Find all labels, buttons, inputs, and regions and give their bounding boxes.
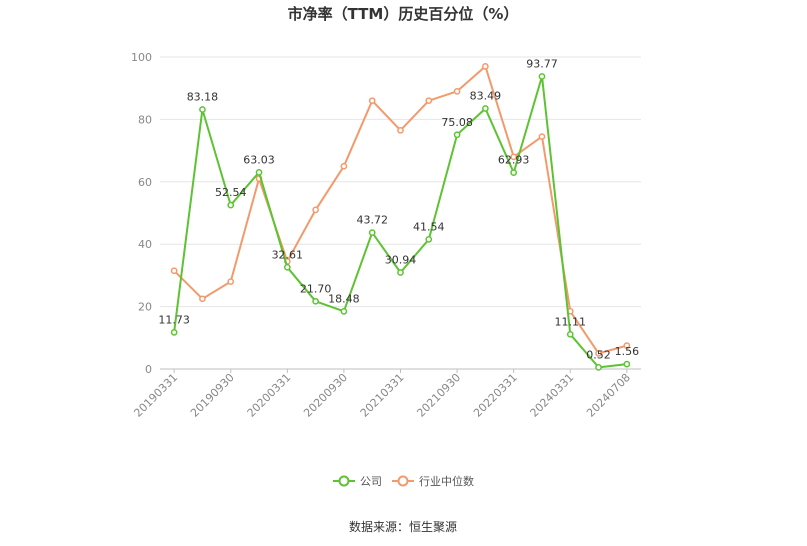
chart-title: 市净率（TTM）历史百分位（%） — [288, 5, 519, 23]
y-tick-label: 40 — [138, 238, 152, 251]
data-point — [566, 330, 574, 338]
data-label: 41.54 — [413, 220, 445, 233]
x-tick-label: 20200331 — [245, 371, 294, 420]
data-point — [397, 269, 404, 276]
data-label: 43.72 — [356, 214, 388, 227]
legend-item-1[interactable]: 行业中位数 — [392, 474, 474, 488]
data-point — [425, 97, 433, 105]
source-text: 数据来源：恒生聚源 — [349, 519, 457, 534]
data-point — [227, 201, 235, 209]
data-point — [538, 73, 546, 80]
data-point — [595, 350, 602, 357]
y-tick-label: 60 — [138, 176, 152, 189]
data-point — [170, 329, 178, 336]
data-label: 1.56 — [615, 345, 640, 358]
data-point — [340, 307, 348, 315]
x-tick-label: 20210930 — [414, 371, 463, 420]
data-label: 18.48 — [328, 292, 360, 305]
x-tick-label: 20190930 — [188, 371, 237, 420]
x-tick-label: 20210331 — [358, 371, 407, 420]
data-point — [368, 97, 376, 105]
legend[interactable]: 公司 行业中位数 — [333, 474, 474, 488]
legend-marker — [397, 475, 409, 487]
data-label: 83.49 — [470, 90, 502, 103]
legend-label: 公司 — [360, 475, 382, 488]
data-label: 0.52 — [586, 348, 611, 361]
y-tick-label: 0 — [145, 363, 152, 376]
data-label: 62.93 — [498, 154, 530, 167]
data-label: 11.11 — [555, 315, 587, 328]
data-label: 83.18 — [187, 90, 219, 103]
data-point — [482, 105, 489, 112]
data-point — [453, 87, 461, 95]
data-point — [510, 169, 518, 177]
data-label: 11.73 — [158, 313, 190, 326]
legend-item-0[interactable]: 公司 — [333, 475, 382, 488]
y-tick-label: 100 — [131, 51, 152, 64]
x-tick-label: 20240708 — [584, 371, 633, 420]
data-point — [368, 229, 376, 236]
series-line-1 — [173, 65, 628, 355]
x-tick-label: 20240331 — [528, 371, 577, 420]
data-point — [312, 206, 319, 214]
data-point — [595, 364, 602, 371]
data-point — [453, 131, 461, 139]
x-tick-label: 20220331 — [471, 371, 520, 420]
data-label: 52.54 — [215, 186, 247, 199]
data-point — [482, 63, 489, 70]
data-label: 21.70 — [300, 282, 332, 295]
data-point — [283, 263, 291, 271]
data-label: 30.94 — [385, 253, 417, 266]
data-point — [538, 133, 546, 140]
data-point — [255, 168, 263, 176]
x-tick-label: 20200930 — [301, 371, 350, 420]
legend-marker — [338, 475, 350, 487]
series — [170, 63, 631, 371]
data-point — [623, 360, 631, 368]
data-point — [199, 295, 206, 303]
data-point — [312, 297, 319, 305]
y-tick-label: 20 — [138, 301, 152, 314]
data-label: 75.08 — [441, 116, 473, 129]
axes: 0 20 40 60 80 100 20190331 20190930 20200331 2020… — [131, 51, 641, 420]
data-point — [623, 342, 631, 349]
data-point — [199, 106, 206, 113]
data-label: 63.03 — [243, 153, 275, 166]
data-point — [510, 153, 518, 161]
data-point — [397, 126, 404, 134]
data-point — [425, 236, 433, 243]
data-point — [227, 278, 235, 285]
legend-label: 行业中位数 — [419, 474, 474, 488]
data-point — [170, 267, 178, 275]
x-tick-label: 20190331 — [131, 371, 180, 420]
y-tick-label: 80 — [138, 113, 152, 126]
data-label: 93.77 — [526, 57, 558, 70]
data-point — [340, 162, 348, 170]
data-label: 32.61 — [272, 248, 304, 261]
